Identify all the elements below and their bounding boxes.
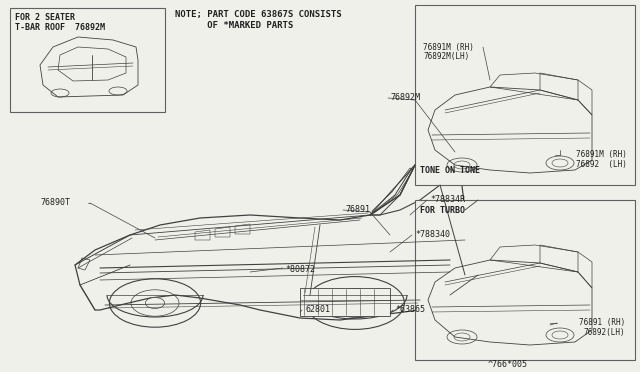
- Text: *788340: *788340: [415, 230, 450, 239]
- Bar: [10, 8, 165, 112]
- Text: T-BAR ROOF  76892M: T-BAR ROOF 76892M: [15, 23, 105, 32]
- Text: 76891: 76891: [345, 205, 370, 214]
- Text: 76891 (RH): 76891 (RH): [579, 318, 625, 327]
- Text: 76892(LH): 76892(LH): [584, 328, 625, 337]
- Text: FOR TURBO: FOR TURBO: [420, 206, 465, 215]
- Text: *78834R: *78834R: [430, 195, 465, 204]
- Bar: [300, 288, 390, 316]
- Text: 62801: 62801: [305, 305, 330, 314]
- Ellipse shape: [344, 297, 365, 309]
- Text: 76891M (RH): 76891M (RH): [576, 150, 627, 159]
- Text: FOR 2 SEATER: FOR 2 SEATER: [15, 13, 75, 22]
- Text: ^766*005: ^766*005: [488, 360, 528, 369]
- Bar: [415, 5, 635, 185]
- Text: *63865: *63865: [395, 305, 425, 314]
- Text: 76890T: 76890T: [40, 198, 70, 207]
- Text: 76892M(LH): 76892M(LH): [423, 52, 469, 61]
- Ellipse shape: [145, 298, 164, 308]
- Text: TONE ON TONE: TONE ON TONE: [420, 166, 480, 175]
- Text: 76891M (RH): 76891M (RH): [423, 43, 474, 52]
- Text: *80872: *80872: [285, 265, 315, 274]
- Text: OF *MARKED PARTS: OF *MARKED PARTS: [175, 21, 293, 30]
- Text: NOTE; PART CODE 63867S CONSISTS: NOTE; PART CODE 63867S CONSISTS: [175, 10, 342, 19]
- Text: 76892M: 76892M: [390, 93, 420, 102]
- Text: 76892  (LH): 76892 (LH): [576, 160, 627, 169]
- Bar: [415, 200, 635, 360]
